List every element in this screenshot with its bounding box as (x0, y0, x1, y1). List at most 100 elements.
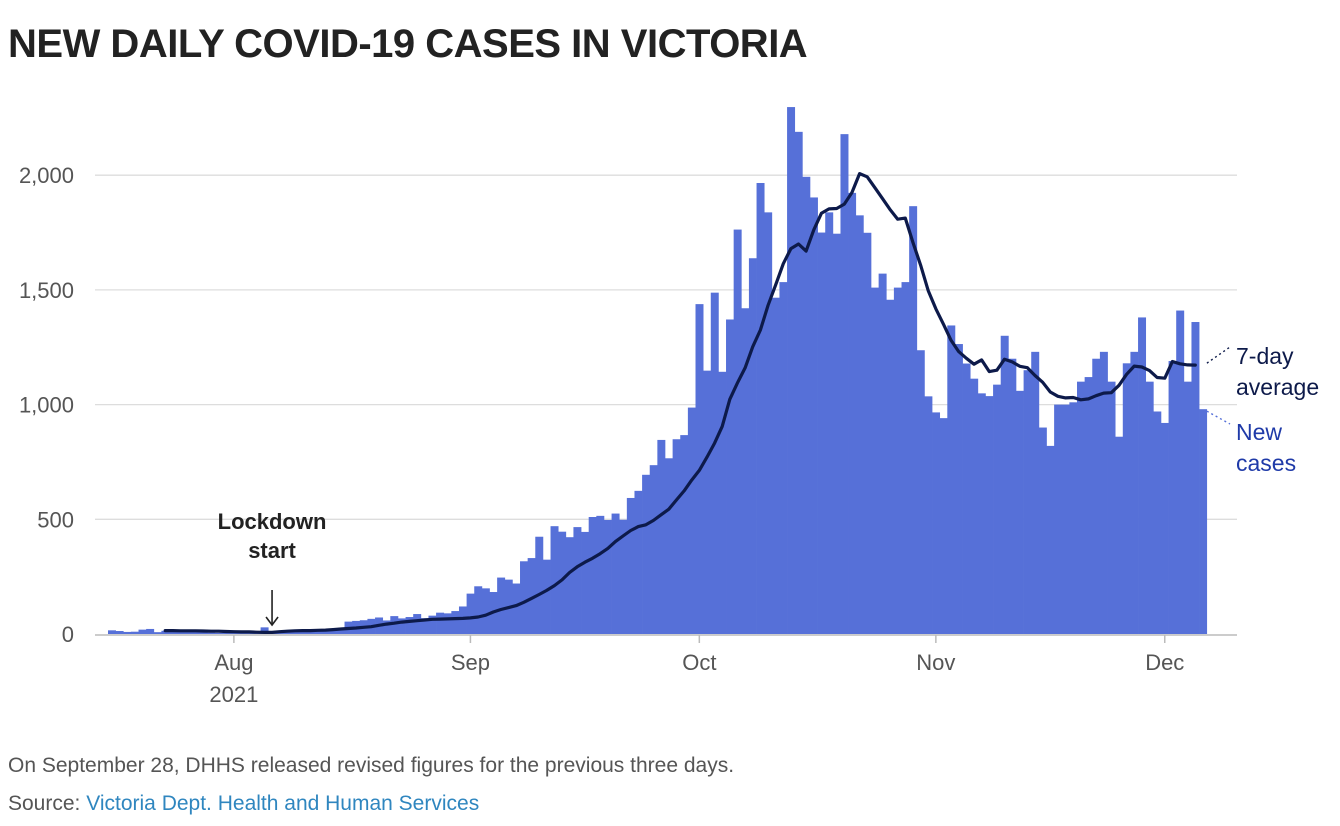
x-tick-label: Nov (916, 650, 955, 675)
bar (603, 519, 612, 634)
bar (977, 393, 986, 634)
bar (314, 630, 322, 634)
bar (336, 628, 345, 634)
x-tick-sublabel: 2021 (209, 682, 258, 707)
y-tick-label: 1,000 (19, 393, 74, 418)
average-line-group (163, 172, 1197, 635)
bar (871, 287, 879, 634)
bar (481, 588, 490, 634)
bar (886, 299, 895, 634)
bar (1168, 361, 1177, 634)
bar (756, 182, 765, 634)
bar (413, 614, 422, 634)
bar (497, 577, 506, 634)
new-cases-label: cases (1236, 450, 1296, 476)
bar (520, 561, 528, 634)
bar (680, 435, 689, 634)
bar (1176, 310, 1185, 634)
x-tick-label: Sep (451, 650, 490, 675)
bar (1023, 370, 1032, 634)
bar (771, 297, 780, 634)
bar (901, 282, 910, 634)
bar (817, 232, 826, 635)
bar (161, 630, 170, 634)
bar (558, 531, 567, 634)
bar (207, 632, 216, 634)
bar (1183, 381, 1192, 634)
bar (970, 378, 979, 634)
annotation-text: start (248, 538, 296, 563)
bar (1077, 381, 1085, 634)
bar (222, 632, 231, 634)
source-line: Source: Victoria Dept. Health and Human … (8, 792, 479, 816)
bar (1069, 402, 1078, 634)
chart-title: NEW DAILY COVID-19 CASES IN VICTORIA (8, 22, 808, 66)
bar (153, 632, 162, 634)
bar (611, 513, 620, 634)
bar (802, 176, 811, 635)
bar (542, 559, 551, 634)
bar (825, 212, 834, 634)
bar (1115, 436, 1124, 634)
bar (535, 536, 544, 634)
bar (848, 192, 857, 634)
bar (405, 617, 414, 634)
bar (283, 631, 292, 634)
average-line (163, 172, 1197, 635)
bar (954, 344, 963, 634)
y-tick-label: 500 (37, 507, 74, 532)
bar (718, 371, 727, 634)
bar (466, 593, 475, 634)
bar (787, 107, 796, 635)
bar (916, 350, 925, 634)
bar (764, 212, 773, 634)
source-prefix: Source: (8, 792, 87, 815)
annotation-arrowhead (265, 616, 279, 627)
new-cases-label: New (1236, 419, 1282, 445)
bar (123, 631, 132, 634)
bar (924, 396, 933, 634)
bar (581, 531, 590, 634)
bar (474, 586, 483, 634)
bar (298, 631, 307, 634)
average-label-leader (1206, 346, 1231, 364)
annotation-text: Lockdown (218, 509, 327, 534)
bar (863, 232, 872, 634)
bar (451, 611, 460, 634)
y-tick-label: 2,000 (19, 163, 74, 188)
average-label: 7-day (1236, 343, 1294, 369)
bar (878, 273, 887, 634)
chart-note: On September 28, DHHS released revised f… (8, 754, 735, 777)
bar (512, 583, 521, 634)
bar (458, 606, 467, 634)
x-tick-label: Aug (214, 650, 253, 675)
bar (687, 407, 696, 634)
bar (832, 233, 841, 634)
bar (947, 325, 956, 634)
bar (1084, 377, 1093, 634)
bar (779, 282, 788, 634)
bar (260, 627, 269, 634)
bar (664, 458, 673, 634)
bar (741, 308, 750, 634)
bar (443, 613, 452, 634)
average-label: average (1236, 374, 1319, 400)
bar (985, 396, 994, 634)
bar (634, 490, 643, 634)
source-link[interactable]: Victoria Dept. Health and Human Services (86, 792, 480, 815)
bar (619, 519, 628, 634)
bar (184, 631, 193, 634)
bar (1138, 317, 1147, 634)
bar (420, 618, 429, 634)
bar (390, 616, 399, 634)
bar (1153, 411, 1162, 634)
bar (855, 215, 864, 634)
bar (642, 474, 651, 634)
bars (108, 107, 1208, 635)
bar (115, 631, 124, 634)
bar (626, 497, 635, 634)
bar (397, 618, 406, 634)
bar (138, 629, 147, 634)
bar (672, 439, 681, 634)
